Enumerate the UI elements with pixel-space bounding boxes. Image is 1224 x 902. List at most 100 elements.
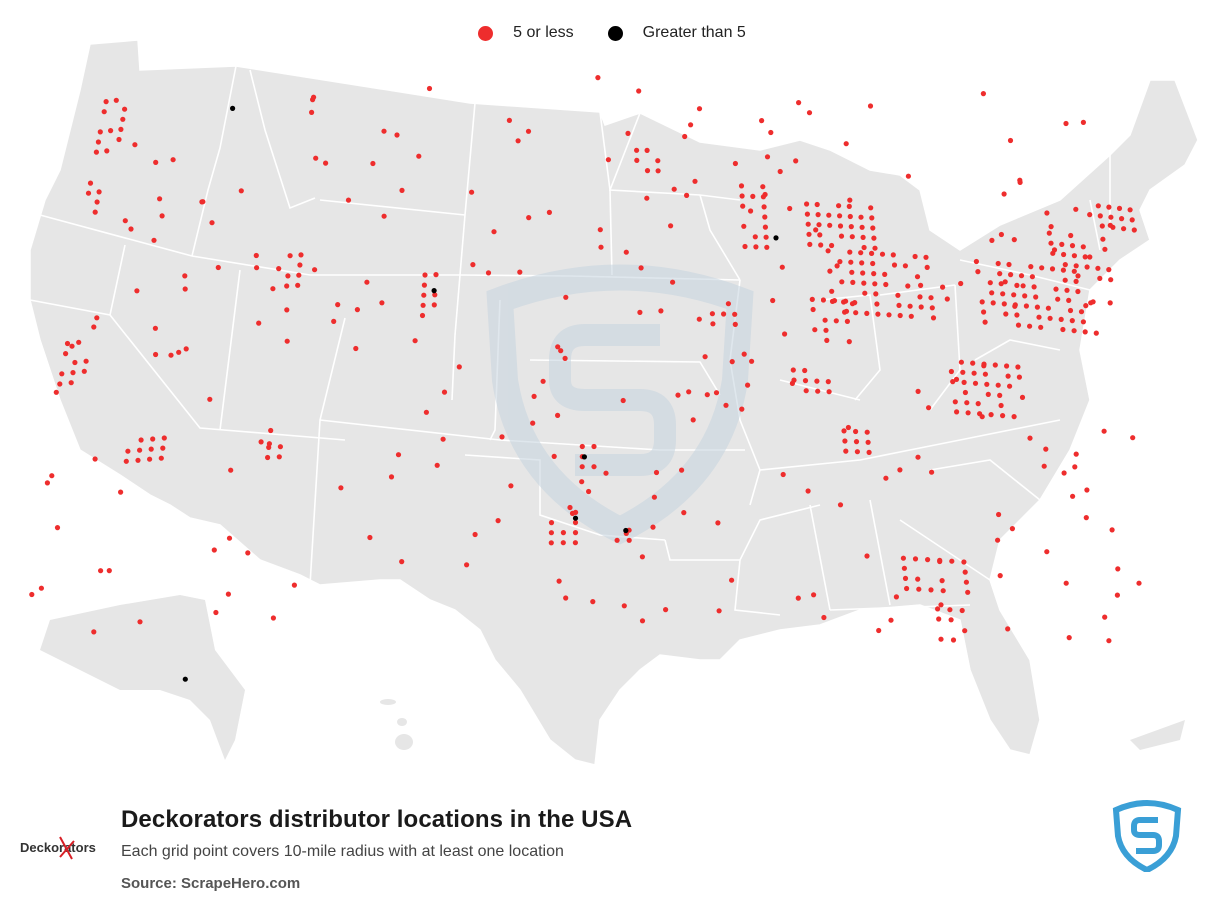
- location-dot: [653, 469, 660, 476]
- location-dot: [865, 439, 871, 445]
- location-dot: [905, 173, 912, 179]
- location-dot: [827, 268, 833, 274]
- location-dot: [1121, 226, 1127, 232]
- location-dot: [809, 296, 815, 302]
- location-dot: [495, 518, 501, 524]
- location-dot: [874, 301, 880, 307]
- location-dot: [122, 218, 128, 224]
- location-dot: [331, 318, 337, 324]
- location-dot: [821, 614, 827, 621]
- location-dot: [806, 231, 812, 237]
- location-dot: [870, 260, 876, 267]
- location-dot: [597, 227, 603, 233]
- location-dot: [839, 279, 845, 285]
- location-dot: [947, 607, 953, 613]
- location-dot: [1119, 216, 1125, 222]
- location-dot: [716, 608, 722, 614]
- location-dot: [64, 340, 71, 347]
- location-dot: [762, 214, 768, 220]
- location-dot: [1129, 217, 1135, 223]
- location-dot: [688, 122, 694, 128]
- location-dot: [1048, 240, 1054, 246]
- location-dot: [876, 627, 882, 634]
- location-dot: [106, 568, 112, 574]
- location-dot: [965, 410, 971, 416]
- location-dot: [548, 540, 554, 546]
- location-dot: [802, 367, 808, 374]
- location-dot: [833, 318, 839, 324]
- location-dot: [238, 188, 244, 194]
- location-dot: [1070, 493, 1076, 499]
- location-dot: [412, 338, 418, 344]
- location-dot: [670, 279, 676, 285]
- location-dot: [928, 587, 934, 593]
- location-dot: [1046, 230, 1052, 236]
- location-dot: [972, 380, 979, 386]
- location-dot: [1095, 203, 1101, 209]
- location-dot: [540, 378, 546, 384]
- location-dot: [937, 558, 943, 565]
- location-dot: [72, 359, 78, 366]
- location-dot: [973, 258, 980, 265]
- location-dot: [882, 271, 888, 277]
- location-dot: [748, 208, 754, 214]
- location-dot: [1011, 292, 1017, 298]
- location-dot: [843, 308, 850, 314]
- location-dot: [650, 524, 656, 530]
- location-dot: [738, 183, 745, 189]
- location-dot: [276, 266, 282, 272]
- location-dot: [555, 412, 561, 418]
- location-dot: [1131, 227, 1137, 233]
- location-dot: [845, 424, 852, 431]
- location-dot: [548, 520, 555, 526]
- cuba-land: [1130, 720, 1185, 750]
- location-dot: [867, 103, 874, 109]
- location-dot: [739, 193, 745, 199]
- location-dot: [287, 253, 293, 259]
- location-dot: [258, 439, 264, 445]
- location-dot: [860, 234, 866, 240]
- location-dot: [770, 297, 776, 304]
- location-dot: [1011, 237, 1017, 243]
- location-dot: [151, 237, 157, 243]
- location-dot: [182, 273, 188, 279]
- location-dot: [266, 441, 272, 447]
- location-dot: [1001, 191, 1007, 197]
- location-dot: [702, 354, 708, 360]
- location-dot: [1071, 268, 1077, 274]
- location-dot: [530, 420, 536, 426]
- location-dot: [1051, 247, 1058, 253]
- location-dot: [270, 615, 276, 621]
- location-dot: [962, 569, 968, 575]
- location-dot: [94, 199, 100, 205]
- chart-title: Deckorators distributor locations in the…: [121, 806, 633, 833]
- location-dot: [91, 629, 97, 635]
- location-dot: [1130, 435, 1136, 441]
- location-dot: [569, 510, 576, 516]
- location-dot: [101, 109, 107, 115]
- location-dot: [93, 149, 99, 155]
- location-dot: [1038, 324, 1044, 330]
- location-dot: [905, 283, 911, 289]
- location-dot: [116, 136, 122, 143]
- location-dot: [605, 157, 612, 163]
- location-dot: [1016, 374, 1023, 380]
- location-dot: [958, 359, 965, 365]
- location-dot: [1055, 296, 1061, 302]
- location-dot: [928, 295, 934, 301]
- location-dot: [963, 579, 970, 585]
- location-dot: [161, 435, 167, 441]
- location-dot: [423, 409, 429, 415]
- location-dot: [431, 302, 437, 308]
- location-dot: [1002, 279, 1008, 285]
- location-dot: [989, 290, 995, 296]
- location-dot: [96, 189, 102, 195]
- location-dot: [817, 232, 823, 238]
- location-dot: [871, 235, 877, 241]
- location-dot: [548, 530, 555, 536]
- location-dot: [285, 273, 291, 279]
- location-dot: [515, 138, 521, 144]
- location-dot: [354, 307, 360, 313]
- location-dot: [997, 573, 1003, 579]
- location-dot: [1080, 319, 1086, 325]
